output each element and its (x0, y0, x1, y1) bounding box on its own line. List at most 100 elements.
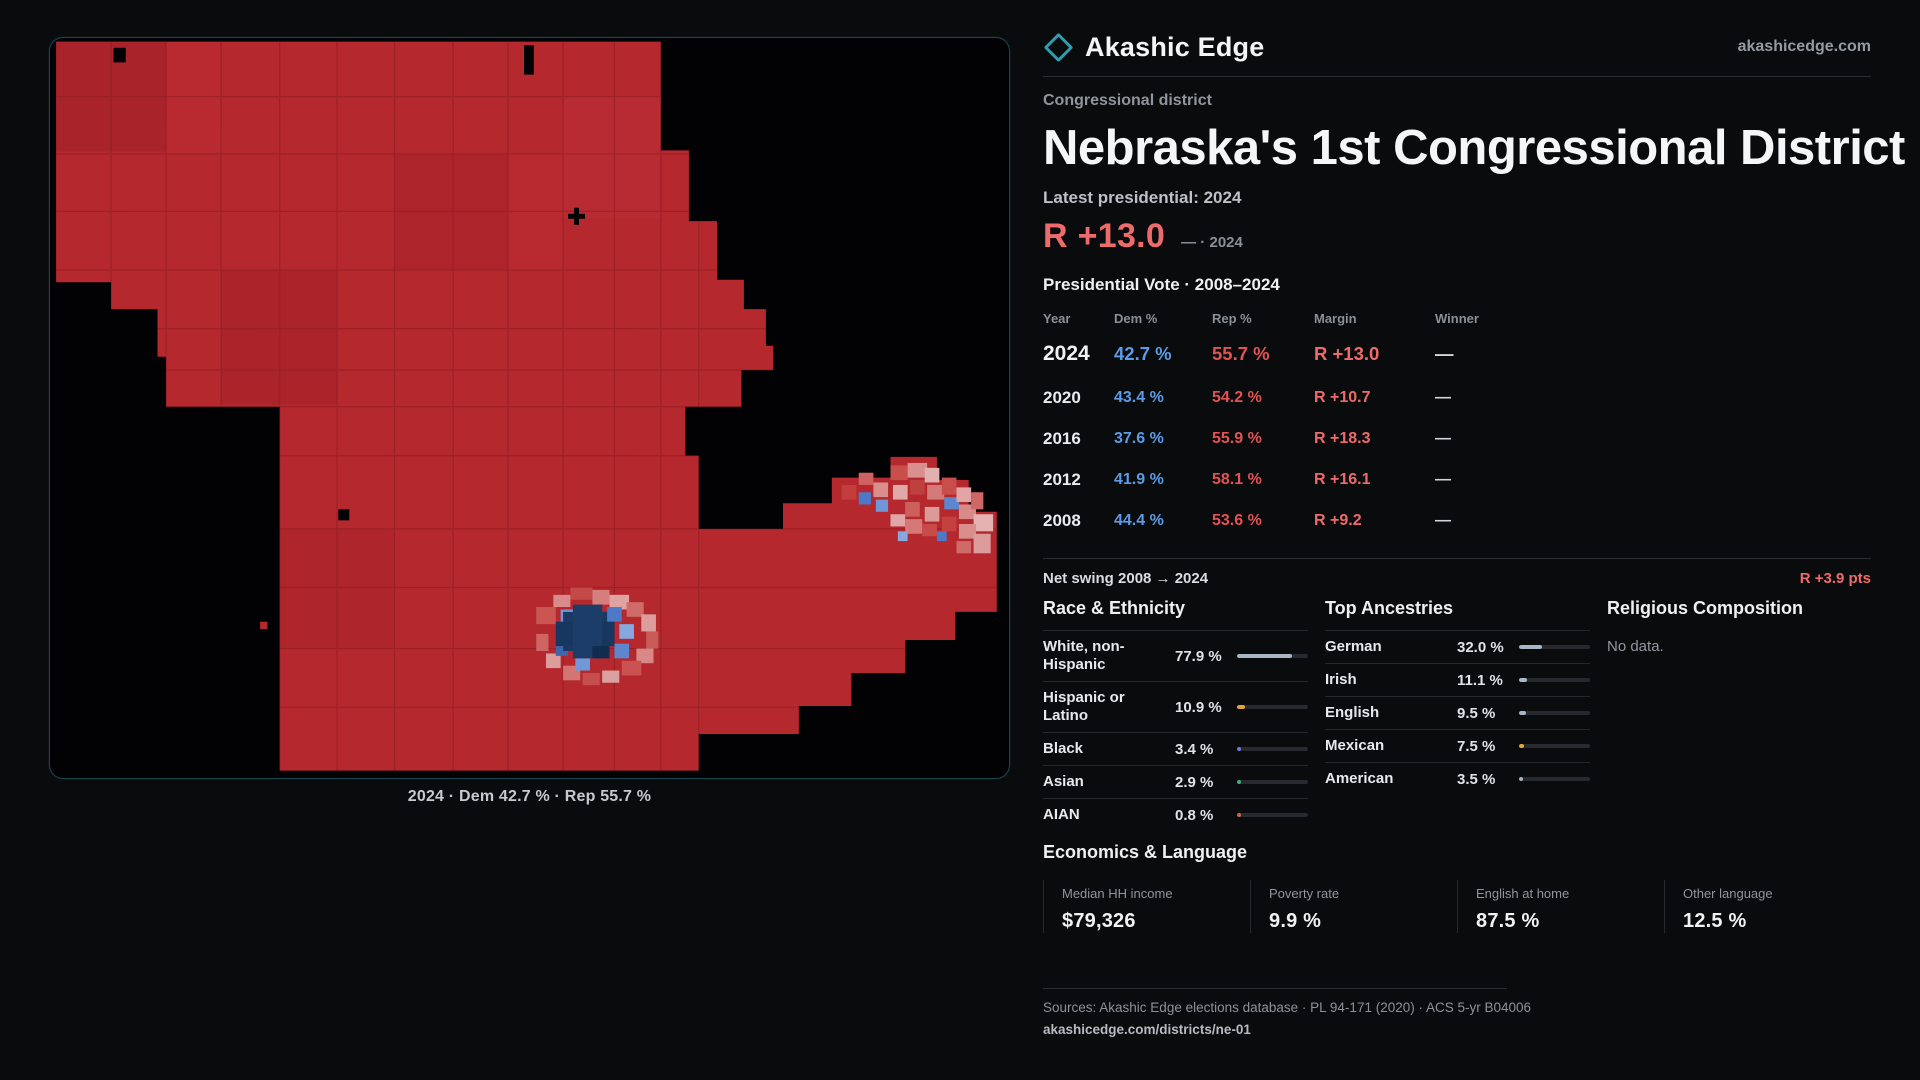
district-kicker: Congressional district (1043, 92, 1212, 109)
margin-cell: R +9.2 (1314, 511, 1362, 529)
ancestry-sparkbar (1519, 645, 1590, 649)
race-sparkbar (1237, 813, 1308, 817)
race-sparkbar (1237, 780, 1308, 784)
religion-no-data: No data. (1607, 638, 1664, 655)
year-cell: 2012 (1043, 469, 1081, 489)
race-sparkbar (1237, 654, 1308, 658)
divider (1043, 76, 1871, 77)
ancestry-sparkbar (1519, 744, 1590, 748)
dem-cell: 44.4 % (1114, 511, 1164, 529)
winner-cell: — (1435, 470, 1451, 488)
economics-title: Economics & Language (1043, 842, 1248, 862)
col-rep: Rep % (1212, 310, 1252, 326)
ancestries-column: Top Ancestries German 32.0 % Irish 11.1 … (1325, 598, 1590, 831)
ancestry-sparkbar (1519, 678, 1590, 682)
brand-diamond-icon (1043, 32, 1074, 62)
detail-panel: Akashic Edge akashicedge.com Congression… (1043, 0, 1920, 1080)
race-label: Hispanic or Latino (1043, 689, 1125, 724)
race-value: 0.8 % (1175, 806, 1214, 824)
ancestry-row: Irish 11.1 % (1325, 663, 1590, 696)
permalink[interactable]: akashicedge.com/districts/ne-01 (1043, 1022, 1251, 1037)
race-row: White, non-Hispanic 77.9 % (1043, 630, 1308, 681)
map-canvas (56, 41, 997, 771)
race-row: Black 3.4 % (1043, 732, 1308, 765)
stat-label: Poverty rate (1269, 886, 1340, 901)
demographics-section: Race & Ethnicity White, non-Hispanic 77.… (1043, 598, 1889, 831)
ancestry-label: Irish (1325, 671, 1357, 688)
race-sparkbar (1237, 747, 1308, 751)
stat-value: 87.5 % (1476, 910, 1540, 932)
race-value: 10.9 % (1175, 698, 1222, 716)
stat-label: Median HH income (1062, 886, 1173, 901)
headline-margin-row: R +13.0 — · 2024 (1043, 217, 1243, 256)
margin-cell: R +13.0 (1314, 342, 1380, 364)
page-title: Nebraska's 1st Congressional District (1043, 121, 1905, 175)
net-swing-label: Net swing 2008 → 2024 (1043, 570, 1209, 587)
year-cell: 2008 (1043, 510, 1081, 530)
race-row: AIAN 0.8 % (1043, 798, 1308, 831)
race-label: Asian (1043, 773, 1084, 790)
margin-cell: R +18.3 (1314, 429, 1371, 447)
dem-cell: 37.6 % (1114, 429, 1164, 447)
lincoln-cluster (536, 587, 659, 686)
race-ethnicity-title: Race & Ethnicity (1043, 598, 1186, 618)
winner-cell: — (1435, 388, 1451, 406)
race-row: Asian 2.9 % (1043, 765, 1308, 798)
map-caption: 2024 · Dem 42.7 % · Rep 55.7 % (407, 788, 652, 805)
vote-row-2008: 2008 44.4 % 53.6 % R +9.2 — (1043, 500, 1763, 541)
vote-row-2012: 2012 41.9 % 58.1 % R +16.1 — (1043, 459, 1763, 500)
vote-row-2020: 2020 43.4 % 54.2 % R +10.7 — (1043, 377, 1763, 418)
winner-cell: — (1435, 511, 1451, 529)
ancestry-row: English 9.5 % (1325, 696, 1590, 729)
race-value: 3.4 % (1175, 740, 1214, 758)
winner-cell: — (1435, 429, 1451, 447)
header-bar: Akashic Edge akashicedge.com (1043, 26, 1871, 68)
divider (1043, 988, 1507, 989)
rep-cell: 55.9 % (1212, 429, 1262, 447)
sources-line: Sources: Akashic Edge elections database… (1043, 1000, 1532, 1015)
district-map-card (49, 37, 1010, 779)
margin-cell: R +16.1 (1314, 470, 1371, 488)
ancestry-label: Mexican (1325, 737, 1385, 754)
omaha-cluster (841, 462, 994, 554)
stat-label: English at home (1476, 886, 1570, 901)
ancestry-row: Mexican 7.5 % (1325, 729, 1590, 762)
vote-row-2016: 2016 37.6 % 55.9 % R +18.3 — (1043, 418, 1763, 459)
race-sparkbar (1237, 705, 1308, 709)
vote-table-header: Year Dem % Rep % Margin Winner (1043, 306, 1763, 330)
race-value: 77.9 % (1175, 647, 1222, 665)
ancestry-value: 9.5 % (1457, 704, 1496, 722)
race-row: Hispanic or Latino 10.9 % (1043, 681, 1308, 732)
rep-cell: 53.6 % (1212, 511, 1262, 529)
divider (1043, 558, 1871, 559)
stat-label: Other language (1683, 886, 1773, 901)
year-cell: 2024 (1043, 341, 1090, 365)
ancestry-row: American 3.5 % (1325, 762, 1590, 795)
race-label: AIAN (1043, 806, 1080, 823)
dem-cell: 41.9 % (1114, 470, 1164, 488)
stat-card: Other language 12.5 % (1664, 880, 1871, 933)
col-margin: Margin (1314, 310, 1357, 326)
stat-value: 12.5 % (1683, 910, 1747, 932)
map-enclaves (113, 45, 586, 521)
stat-card: Median HH income $79,326 (1043, 880, 1250, 933)
headline-margin-note: — · 2024 (1181, 234, 1243, 251)
site-link[interactable]: akashicedge.com (1737, 38, 1871, 55)
ancestry-label: German (1325, 638, 1382, 655)
headline-margin-value: R +13.0 (1043, 217, 1166, 255)
vote-table: Year Dem % Rep % Margin Winner 2024 42.7… (1043, 306, 1763, 541)
race-value: 2.9 % (1175, 773, 1214, 791)
vote-row-2024: 2024 42.7 % 55.7 % R +13.0 — (1043, 330, 1763, 377)
stat-value: $79,326 (1062, 910, 1136, 932)
net-swing-row: Net swing 2008 → 2024 R +3.9 pts (1043, 570, 1871, 587)
ancestries-title: Top Ancestries (1325, 598, 1454, 618)
col-year: Year (1043, 310, 1071, 326)
latest-presidential-label: Latest presidential: 2024 (1043, 188, 1242, 207)
brand-name: Akashic Edge (1085, 31, 1265, 62)
ancestry-sparkbar (1519, 777, 1590, 781)
ancestry-value: 3.5 % (1457, 770, 1496, 788)
ancestry-label: American (1325, 770, 1394, 787)
race-label: White, non-Hispanic (1043, 638, 1125, 673)
winner-cell: — (1435, 342, 1454, 364)
